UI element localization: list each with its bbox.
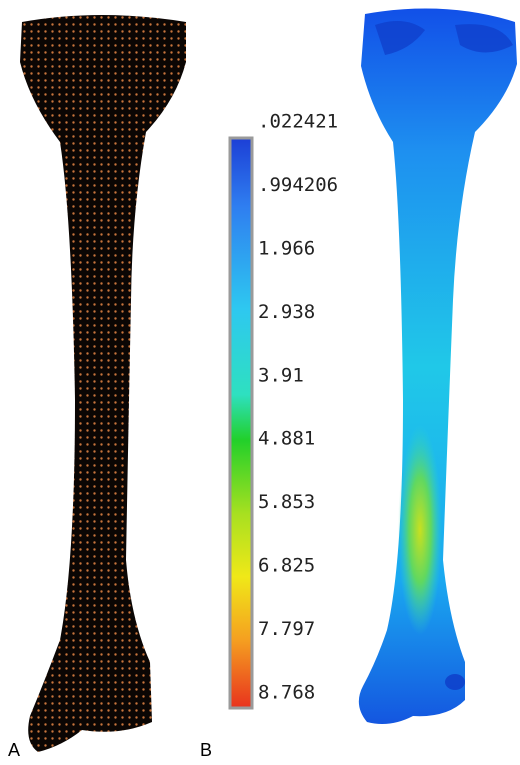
colorbar [228,136,254,710]
colorbar-label: 3.91 [258,364,304,386]
colorbar-label: 6.825 [258,555,315,577]
colorbar-label: 7.797 [258,618,315,640]
colorbar-label: .022421 [258,111,338,133]
bone-mesh [20,15,186,752]
colorbar-label: 1.966 [258,237,315,259]
panel-label: B [200,740,212,760]
colorbar-label: 5.853 [258,491,315,513]
bone-stress [358,8,517,725]
colorbar-label: 4.881 [258,428,315,450]
colorbar-label: 8.768 [258,682,315,704]
panel-label: A [8,740,20,760]
colorbar-label: 2.938 [258,301,315,323]
colorbar-label: .994206 [258,174,338,196]
